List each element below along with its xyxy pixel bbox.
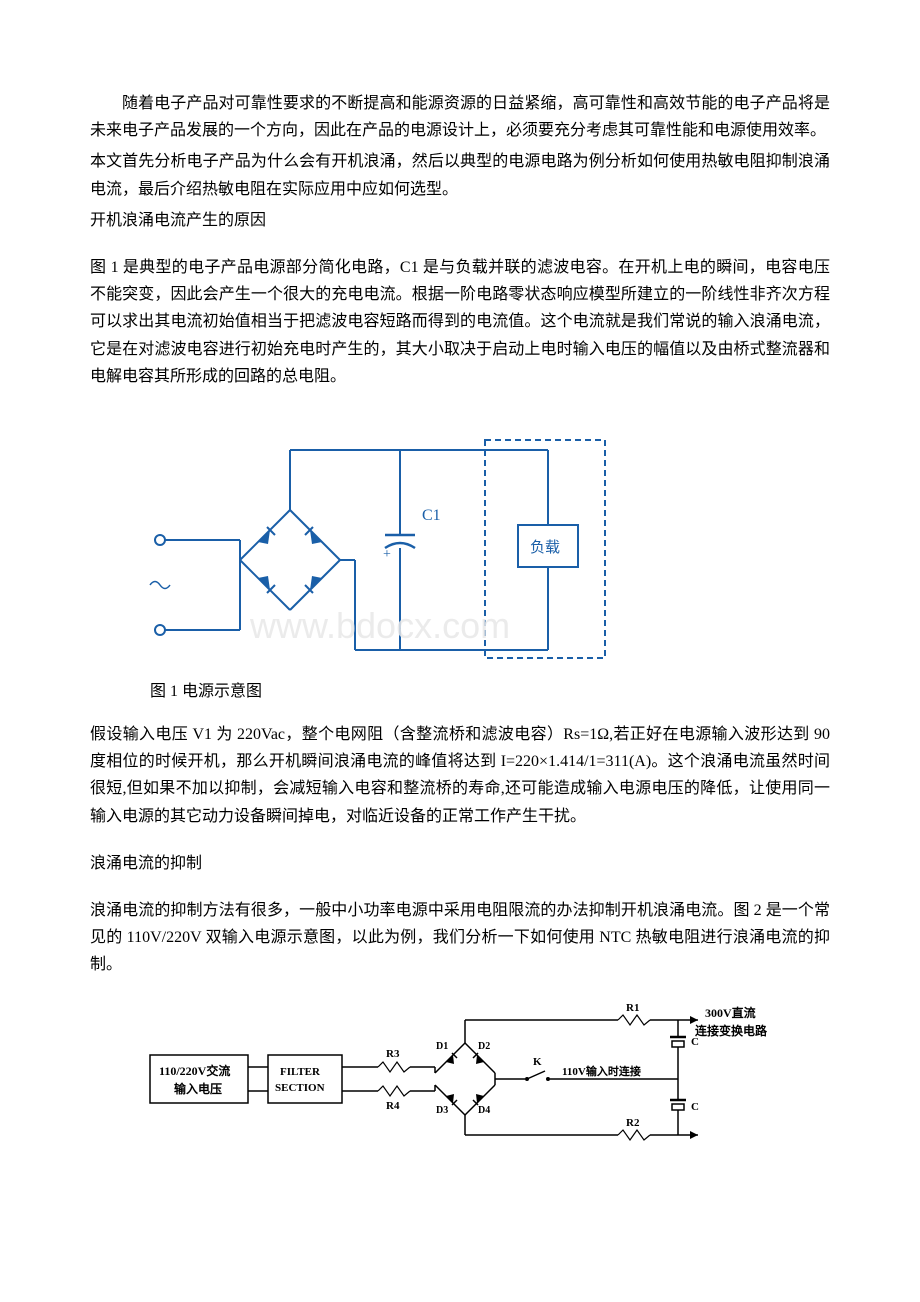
- figure1-load-label: 负载: [530, 539, 560, 556]
- fig2-r3: R3: [386, 1048, 400, 1060]
- fig2-switch-label: 110V输入时连接: [562, 1064, 641, 1078]
- fig2-d4: D4: [478, 1105, 490, 1116]
- section2-paragraph: 假设输入电压 V1 为 220Vac，整个电网阻（含整流桥和滤波电容）Rs=1Ω…: [90, 721, 830, 830]
- figure1-c1-label: C1: [422, 507, 441, 524]
- fig2-filter-line2: SECTION: [275, 1082, 325, 1094]
- fig2-d2: D2: [478, 1041, 490, 1052]
- fig2-r2: R2: [626, 1117, 640, 1129]
- fig2-r1: R1: [626, 1002, 639, 1014]
- fig2-d3: D3: [436, 1105, 448, 1116]
- section3-paragraph: 浪涌电流的抑制方法有很多，一般中小功率电源中采用电阻限流的办法抑制开机浪涌电流。…: [90, 897, 830, 979]
- fig2-c2: C: [691, 1101, 699, 1113]
- figure-1: + C1 负载 www.bdocx.com: [90, 410, 830, 670]
- fig2-dc-line2: 连接变换电路: [695, 1023, 768, 1038]
- intro-paragraph-1: 随着电子产品对可靠性要求的不断提高和能源资源的日益紧缩，高可靠性和高效节能的电子…: [90, 90, 830, 144]
- fig2-r4: R4: [386, 1100, 400, 1112]
- intro-paragraph-2: 本文首先分析电子产品为什么会有开机浪涌，然后以典型的电源电路为例分析如何使用热敏…: [90, 148, 830, 202]
- fig2-ac-line2: 输入电压: [174, 1081, 222, 1096]
- fig2-ac-line1: 110/220V交流: [159, 1063, 230, 1078]
- fig2-filter-line1: FILTER: [280, 1066, 321, 1078]
- svg-text:+: +: [383, 547, 391, 562]
- fig2-k: K: [533, 1056, 542, 1068]
- section3-heading: 浪涌电流的抑制: [90, 850, 830, 877]
- figure-1-caption: 图 1 电源示意图: [90, 678, 830, 705]
- figure-2: 110/220V交流 输入电压 FILTER SECTION R3 R4 D1 …: [90, 995, 830, 1155]
- fig2-dc-line1: 300V直流: [705, 1005, 756, 1020]
- intro-paragraph-3: 开机浪涌电流产生的原因: [90, 207, 830, 234]
- section1-paragraph: 图 1 是典型的电子产品电源部分简化电路，C1 是与负载并联的滤波电容。在开机上…: [90, 254, 830, 390]
- watermark-text: www.bdocx.com: [249, 605, 510, 646]
- fig2-d1: D1: [436, 1041, 448, 1052]
